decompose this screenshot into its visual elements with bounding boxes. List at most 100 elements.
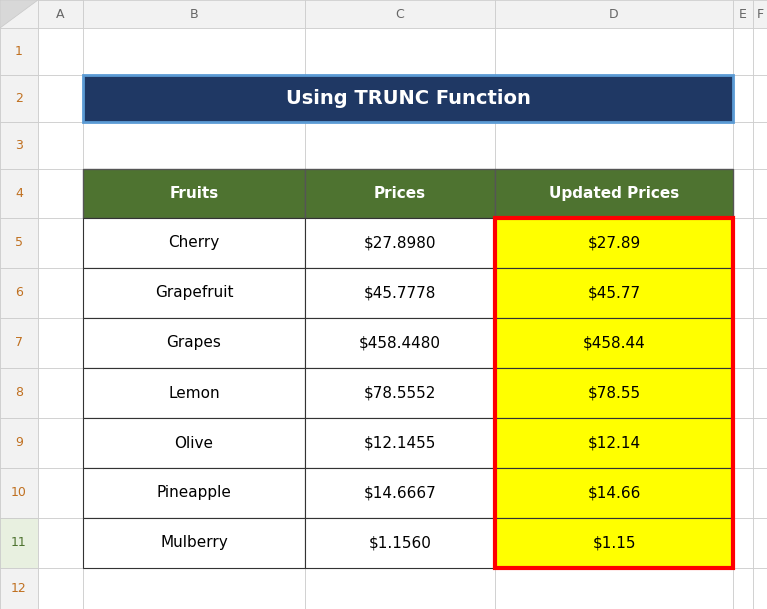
Bar bbox=[495, 169, 733, 218]
Bar bbox=[83, 518, 305, 568]
Text: Grapefruit: Grapefruit bbox=[155, 286, 233, 300]
Bar bbox=[0, 75, 38, 122]
Bar bbox=[305, 518, 495, 568]
Bar bbox=[305, 268, 495, 318]
Bar bbox=[83, 122, 305, 169]
Text: $458.44: $458.44 bbox=[583, 336, 645, 351]
Bar bbox=[753, 468, 767, 518]
Bar bbox=[83, 368, 305, 418]
Bar bbox=[305, 318, 495, 368]
Bar bbox=[753, 518, 767, 568]
Bar bbox=[733, 268, 753, 318]
Bar bbox=[753, 268, 767, 318]
Bar bbox=[0, 169, 38, 218]
Bar bbox=[38, 268, 83, 318]
Text: Prices: Prices bbox=[374, 186, 426, 201]
Bar bbox=[305, 368, 495, 418]
Bar bbox=[305, 518, 495, 568]
Bar bbox=[305, 218, 495, 268]
Bar bbox=[0, 0, 767, 28]
Bar bbox=[495, 268, 733, 318]
Text: 2: 2 bbox=[15, 92, 23, 105]
Bar bbox=[733, 318, 753, 368]
Bar bbox=[83, 468, 305, 518]
Text: $458.4480: $458.4480 bbox=[359, 336, 441, 351]
Bar bbox=[83, 368, 305, 418]
Bar bbox=[305, 169, 495, 218]
Text: 6: 6 bbox=[15, 286, 23, 300]
Bar bbox=[733, 28, 753, 75]
Text: Cherry: Cherry bbox=[169, 236, 219, 250]
Bar bbox=[83, 418, 305, 468]
Bar bbox=[305, 468, 495, 518]
Bar bbox=[753, 418, 767, 468]
Bar bbox=[305, 0, 495, 28]
Bar bbox=[495, 318, 733, 368]
Bar bbox=[733, 0, 753, 28]
Bar bbox=[83, 468, 305, 518]
Text: 4: 4 bbox=[15, 187, 23, 200]
Bar bbox=[0, 318, 38, 368]
Bar bbox=[0, 518, 38, 568]
Text: E: E bbox=[739, 7, 747, 21]
Bar bbox=[0, 568, 38, 609]
Bar bbox=[0, 218, 38, 268]
Bar bbox=[733, 368, 753, 418]
Bar bbox=[495, 418, 733, 468]
Bar bbox=[753, 368, 767, 418]
Bar bbox=[83, 0, 305, 28]
Bar bbox=[495, 368, 733, 418]
Bar bbox=[0, 122, 38, 169]
Bar bbox=[495, 418, 733, 468]
Bar bbox=[83, 318, 305, 368]
Bar bbox=[0, 368, 38, 418]
Bar bbox=[83, 568, 305, 609]
Bar bbox=[305, 28, 495, 75]
Bar bbox=[495, 518, 733, 568]
Bar bbox=[38, 75, 83, 122]
Bar bbox=[753, 122, 767, 169]
Bar bbox=[495, 468, 733, 518]
Bar bbox=[753, 75, 767, 122]
Bar bbox=[305, 122, 495, 169]
Bar bbox=[305, 268, 495, 318]
Bar bbox=[83, 268, 305, 318]
Text: 7: 7 bbox=[15, 337, 23, 350]
Bar bbox=[38, 418, 83, 468]
Bar bbox=[38, 368, 83, 418]
Bar bbox=[38, 218, 83, 268]
Bar bbox=[305, 75, 495, 122]
Bar bbox=[495, 218, 733, 268]
Bar bbox=[495, 518, 733, 568]
Bar bbox=[305, 318, 495, 368]
Text: $14.66: $14.66 bbox=[588, 485, 640, 501]
Text: $78.5552: $78.5552 bbox=[364, 385, 436, 401]
Text: $14.6667: $14.6667 bbox=[364, 485, 436, 501]
Bar bbox=[0, 468, 38, 518]
Bar bbox=[0, 28, 38, 75]
Text: B: B bbox=[189, 7, 199, 21]
Bar bbox=[0, 218, 38, 268]
Text: Updated Prices: Updated Prices bbox=[549, 186, 679, 201]
Bar bbox=[83, 169, 305, 218]
Bar bbox=[0, 518, 38, 568]
Bar bbox=[83, 169, 305, 218]
Text: $27.8980: $27.8980 bbox=[364, 236, 436, 250]
Bar bbox=[733, 122, 753, 169]
Text: Olive: Olive bbox=[175, 435, 213, 451]
Bar bbox=[38, 518, 83, 568]
Text: Fruits: Fruits bbox=[170, 186, 219, 201]
Bar bbox=[0, 318, 38, 368]
Bar bbox=[305, 568, 495, 609]
Text: $78.55: $78.55 bbox=[588, 385, 640, 401]
Bar bbox=[305, 468, 495, 518]
Bar bbox=[753, 318, 767, 368]
Bar bbox=[495, 169, 733, 218]
Bar bbox=[83, 518, 305, 568]
Bar bbox=[753, 169, 767, 218]
Bar bbox=[305, 418, 495, 468]
Bar bbox=[0, 268, 38, 318]
Text: F: F bbox=[756, 7, 764, 21]
Bar bbox=[495, 318, 733, 368]
Text: 5: 5 bbox=[15, 236, 23, 250]
